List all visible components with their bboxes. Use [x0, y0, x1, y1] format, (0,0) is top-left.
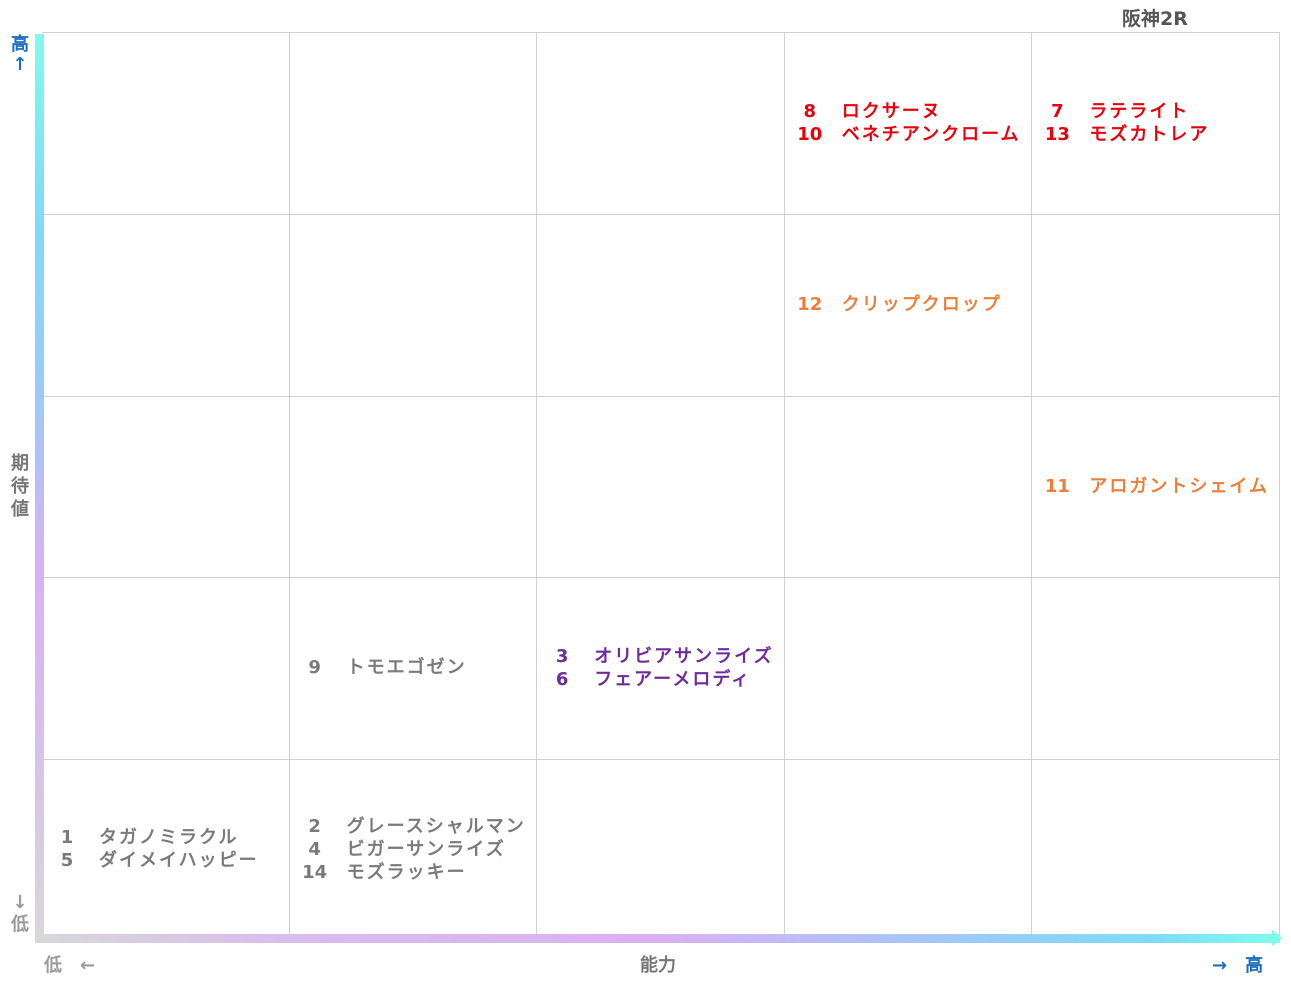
horse-number: 6	[555, 668, 569, 690]
grid-line	[1031, 33, 1032, 940]
grid-line	[42, 396, 1279, 397]
horse-number: 12	[797, 293, 823, 315]
horse-number: 1	[60, 827, 74, 849]
horse-entry: 7 ラテライト	[1039, 100, 1209, 123]
grid-line	[42, 759, 1279, 760]
grid-line	[784, 33, 785, 940]
horse-name: クリップクロップ	[841, 293, 1002, 315]
grid-line	[42, 577, 1279, 578]
horse-name: ラテライト	[1089, 100, 1190, 122]
chart-title: 阪神2R	[1122, 8, 1188, 30]
horse-number: 10	[797, 123, 823, 145]
horse-entry: 5 ダイメイハッピー	[49, 849, 259, 872]
horse-number: 8	[803, 100, 817, 122]
horse-entry: 2 グレースシャルマン	[297, 815, 526, 838]
horse-entry: 1 タガノミラクル	[49, 826, 259, 849]
x-axis-high-label: → 高	[1212, 955, 1264, 976]
horse-entry: 9 トモエゴゼン	[297, 656, 467, 679]
horse-entry: 8 ロクサーヌ	[792, 100, 1021, 123]
grid-cell-entries: 8 ロクサーヌ 10 ベネチアンクローム	[792, 100, 1021, 146]
horse-name: ビガーサンライズ	[346, 838, 506, 860]
y-axis-high-label: 高↑	[9, 35, 31, 75]
horse-entry: 6 フェアーメロディ	[544, 668, 773, 691]
horse-name: トモエゴゼン	[346, 657, 467, 679]
grid-line	[536, 33, 537, 940]
x-axis-low-label: 低 ←	[44, 955, 96, 976]
horse-name: モズカトレア	[1089, 123, 1210, 145]
horse-entry: 11 アロガントシェイム	[1039, 475, 1269, 498]
grid-cell-entries: 7 ラテライト 13 モズカトレア	[1039, 100, 1209, 146]
y-axis-low-label: ↓低	[9, 892, 31, 936]
grid-cell-entries: 11 アロガントシェイム	[1039, 475, 1269, 498]
y-axis-low-text: ↓低	[11, 892, 29, 935]
plot-grid	[42, 32, 1280, 940]
grid-cell-entries: 2 グレースシャルマン 4 ビガーサンライズ 14 モズラッキー	[297, 815, 526, 884]
horse-number: 13	[1044, 123, 1070, 145]
horse-name: タガノミラクル	[99, 827, 239, 849]
horse-entry: 14 モズラッキー	[297, 861, 526, 884]
horse-name: ロクサーヌ	[841, 100, 942, 122]
horse-name: フェアーメロディ	[594, 668, 752, 690]
x-axis-label: 能力	[640, 955, 676, 976]
y-axis-label: 期待値	[10, 452, 30, 521]
grid-cell-entries: 12 クリップクロップ	[792, 293, 1002, 316]
horse-number: 7	[1051, 100, 1064, 122]
horse-entry: 10 ベネチアンクローム	[792, 123, 1021, 146]
y-axis-label-text: 期待値	[11, 453, 29, 520]
grid-cell-entries: 3 オリビアサンライズ 6 フェアーメロディ	[544, 645, 773, 691]
horse-name: ダイメイハッピー	[99, 850, 259, 872]
grid-cell-entries: 1 タガノミラクル 5 ダイメイハッピー	[49, 826, 259, 872]
y-axis-high-text: 高↑	[11, 34, 29, 75]
x-axis-arrow	[35, 934, 1280, 943]
horse-entry: 12 クリップクロップ	[792, 293, 1002, 316]
horse-number: 2	[308, 815, 321, 837]
horse-number: 9	[308, 657, 321, 679]
grid-line	[42, 214, 1279, 215]
y-axis-arrow	[35, 34, 44, 942]
grid-line	[289, 33, 290, 940]
horse-name: グレースシャルマン	[346, 815, 526, 837]
horse-number: 5	[60, 850, 74, 872]
horse-name: モズラッキー	[346, 861, 467, 883]
horse-entry: 13 モズカトレア	[1039, 123, 1209, 146]
horse-number: 14	[302, 861, 328, 883]
horse-name: アロガントシェイム	[1089, 475, 1270, 497]
horse-name: ベネチアンクローム	[841, 123, 1021, 145]
horse-number: 3	[555, 645, 569, 667]
horse-number: 4	[308, 838, 321, 860]
horse-entry: 3 オリビアサンライズ	[544, 645, 773, 668]
horse-number: 11	[1044, 475, 1070, 497]
grid-cell-entries: 9 トモエゴゼン	[297, 656, 467, 679]
x-axis-arrow-head	[1272, 930, 1282, 946]
horse-entry: 4 ビガーサンライズ	[297, 838, 526, 861]
horse-name: オリビアサンライズ	[594, 645, 774, 667]
